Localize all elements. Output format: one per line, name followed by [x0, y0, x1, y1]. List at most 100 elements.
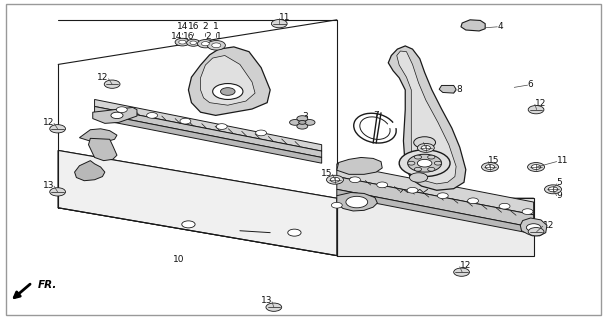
Text: 3: 3: [302, 112, 308, 121]
Circle shape: [256, 130, 266, 136]
Polygon shape: [80, 129, 117, 142]
Circle shape: [111, 112, 123, 119]
Circle shape: [190, 41, 197, 44]
Polygon shape: [397, 51, 456, 184]
Text: 1: 1: [215, 32, 222, 41]
Text: 15: 15: [321, 169, 333, 178]
Circle shape: [117, 107, 127, 113]
Circle shape: [526, 224, 541, 231]
Circle shape: [418, 143, 435, 152]
Polygon shape: [337, 189, 534, 234]
Circle shape: [410, 173, 428, 182]
Polygon shape: [93, 108, 137, 123]
Circle shape: [350, 177, 361, 183]
Text: 12: 12: [42, 118, 54, 127]
Circle shape: [527, 163, 544, 172]
Circle shape: [147, 113, 158, 118]
Circle shape: [297, 123, 308, 129]
Text: 13: 13: [42, 181, 54, 190]
Text: 12: 12: [459, 261, 471, 270]
Circle shape: [415, 155, 422, 159]
Text: 2: 2: [205, 32, 211, 41]
Circle shape: [499, 203, 510, 209]
Text: 6: 6: [527, 80, 534, 89]
Circle shape: [216, 124, 227, 129]
Text: 14: 14: [171, 32, 182, 41]
Circle shape: [377, 182, 388, 188]
Circle shape: [297, 116, 308, 122]
Text: 8: 8: [456, 85, 462, 94]
Text: 15: 15: [488, 156, 500, 165]
Polygon shape: [337, 193, 378, 211]
Circle shape: [418, 159, 432, 167]
Circle shape: [197, 40, 213, 48]
Circle shape: [522, 209, 533, 214]
Polygon shape: [337, 198, 534, 256]
Circle shape: [299, 121, 306, 124]
Text: FR.: FR.: [38, 280, 58, 290]
Circle shape: [481, 163, 498, 172]
Circle shape: [414, 137, 436, 148]
Polygon shape: [337, 164, 534, 215]
Text: 16: 16: [188, 22, 199, 31]
Circle shape: [288, 229, 301, 236]
Circle shape: [178, 40, 186, 44]
Circle shape: [330, 177, 340, 182]
Polygon shape: [337, 177, 534, 228]
Polygon shape: [58, 150, 337, 256]
Text: 1: 1: [213, 22, 219, 31]
Text: 15: 15: [412, 137, 424, 146]
Polygon shape: [95, 100, 322, 151]
Circle shape: [50, 188, 66, 196]
Text: 10: 10: [173, 255, 185, 264]
Polygon shape: [337, 157, 382, 174]
Polygon shape: [89, 138, 117, 161]
Circle shape: [408, 161, 415, 165]
Circle shape: [212, 43, 221, 48]
Circle shape: [407, 188, 418, 193]
Text: 2: 2: [203, 22, 208, 31]
Circle shape: [467, 198, 478, 204]
Circle shape: [421, 145, 430, 150]
Circle shape: [175, 38, 189, 46]
Circle shape: [304, 120, 315, 125]
Circle shape: [186, 39, 200, 46]
Text: 11: 11: [557, 156, 568, 165]
Text: 11: 11: [279, 13, 291, 22]
Circle shape: [415, 167, 422, 171]
Polygon shape: [200, 55, 255, 105]
Circle shape: [399, 150, 450, 177]
Text: 13: 13: [260, 296, 272, 305]
Circle shape: [528, 106, 544, 114]
Circle shape: [202, 42, 209, 46]
Circle shape: [408, 154, 441, 172]
Polygon shape: [58, 150, 534, 256]
Circle shape: [181, 221, 195, 228]
Circle shape: [266, 303, 282, 311]
Circle shape: [548, 187, 558, 192]
Polygon shape: [95, 113, 322, 163]
Text: 12: 12: [97, 73, 109, 82]
Polygon shape: [95, 107, 322, 157]
Circle shape: [220, 88, 235, 95]
Text: 16: 16: [183, 32, 194, 41]
Circle shape: [428, 155, 435, 159]
Circle shape: [486, 164, 495, 170]
Circle shape: [453, 268, 469, 276]
Circle shape: [212, 84, 243, 100]
Circle shape: [437, 193, 448, 198]
Polygon shape: [439, 85, 456, 93]
Polygon shape: [520, 218, 547, 236]
Circle shape: [544, 185, 561, 194]
Circle shape: [435, 161, 441, 165]
Text: 4: 4: [497, 22, 503, 31]
Circle shape: [207, 41, 225, 50]
Circle shape: [290, 120, 300, 125]
Circle shape: [271, 20, 287, 28]
Polygon shape: [188, 47, 270, 116]
Polygon shape: [75, 161, 105, 181]
Circle shape: [327, 175, 344, 184]
Circle shape: [180, 118, 191, 124]
Text: 5: 5: [557, 179, 563, 188]
Polygon shape: [461, 20, 485, 31]
